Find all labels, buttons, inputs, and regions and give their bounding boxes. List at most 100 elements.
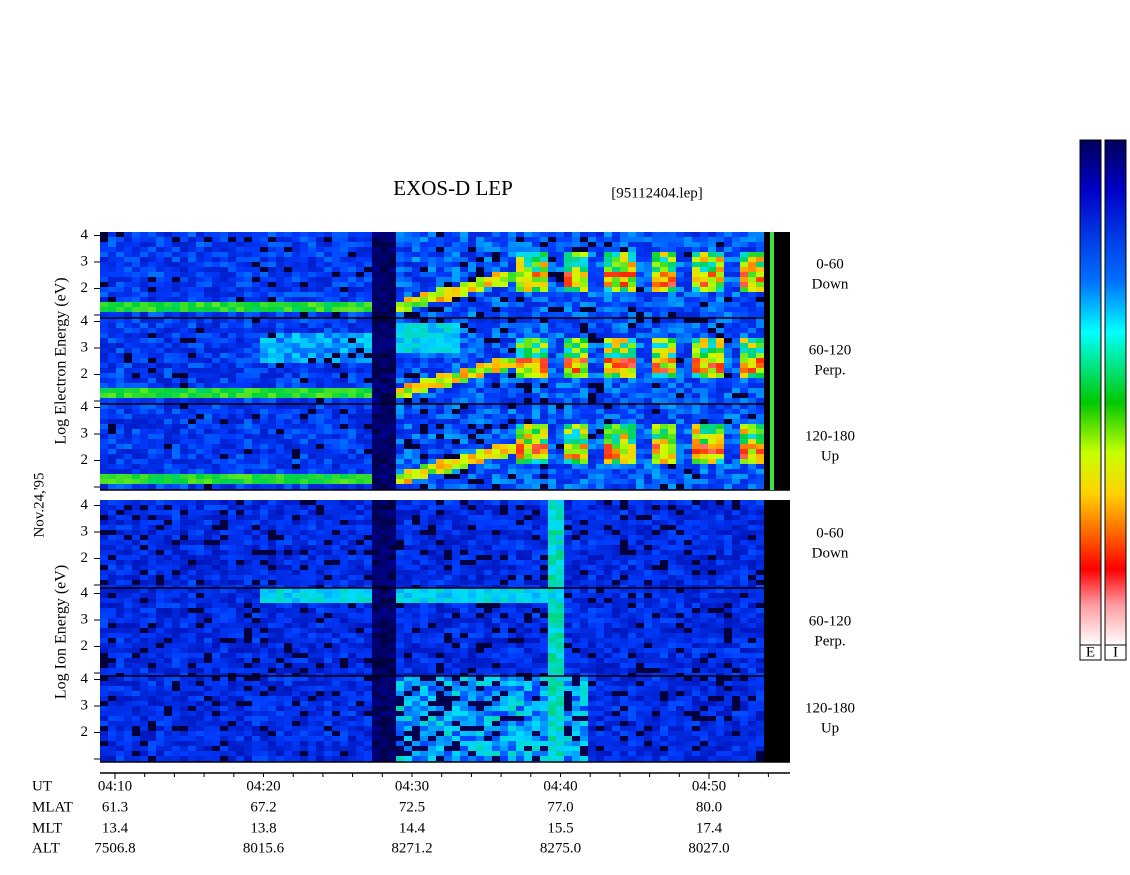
- spectrogram-cell: [516, 348, 524, 353]
- spectrogram-cell: [444, 474, 452, 479]
- spectrogram-cell: [260, 424, 268, 429]
- spectrogram-cell: [124, 580, 132, 585]
- spectrogram-cell: [596, 469, 604, 474]
- spectrogram-cell: [372, 469, 380, 474]
- spectrogram-cell: [412, 262, 420, 267]
- spectrogram-cell: [140, 454, 148, 459]
- spectrogram-cell: [204, 424, 212, 429]
- spectrogram-cell: [348, 424, 356, 429]
- spectrogram-cell: [532, 343, 540, 348]
- spectrogram-cell: [380, 393, 388, 398]
- spectrogram-cell: [620, 348, 628, 353]
- spectrogram-cell: [132, 388, 140, 393]
- spectrogram-cell: [556, 444, 564, 449]
- spectrogram-cell: [492, 242, 500, 247]
- date: Nov.24,'95: [31, 472, 47, 537]
- spectrogram-cell: [548, 439, 556, 444]
- spectrogram-cell: [764, 232, 772, 237]
- spectrogram-cell: [252, 353, 260, 358]
- spectrogram-cell: [124, 459, 132, 464]
- spectrogram-cell: [556, 252, 564, 257]
- spectrogram-cell: [724, 434, 732, 439]
- spectrogram-cell: [348, 333, 356, 338]
- spectrogram-cell: [508, 247, 516, 252]
- spectrogram-cell: [220, 368, 228, 373]
- spectrogram-cell: [676, 277, 684, 282]
- spectrogram-cell: [620, 434, 628, 439]
- spectrogram-cell: [164, 434, 172, 439]
- spectrogram-cell: [340, 484, 348, 489]
- spectrogram-cell: [668, 373, 676, 378]
- spectrogram-cell: [300, 469, 308, 474]
- spectrogram-cell: [188, 318, 196, 323]
- spectrogram-cell: [460, 454, 468, 459]
- spectrogram-cell: [140, 449, 148, 454]
- spectrogram-cell: [188, 454, 196, 459]
- spectrogram-cell: [436, 419, 444, 424]
- spectrogram-cell: [676, 247, 684, 252]
- spectrogram-cell: [756, 247, 764, 252]
- spectrogram-cell: [556, 459, 564, 464]
- spectrogram-cell: [596, 307, 604, 312]
- spectrogram-cell: [356, 414, 364, 419]
- spectrogram-cell: [428, 343, 436, 348]
- spectrogram-cell: [332, 479, 340, 484]
- spectrogram-cell: [108, 550, 116, 555]
- spectrogram-cell: [724, 287, 732, 292]
- spectrogram-cell: [476, 247, 484, 252]
- spectrogram-cell: [140, 540, 148, 545]
- spectrogram-cell: [668, 318, 676, 323]
- spectrogram-cell: [620, 237, 628, 242]
- spectrogram-cell: [668, 333, 676, 338]
- spectrogram-cell: [524, 363, 532, 368]
- spectrogram-cell: [324, 267, 332, 272]
- spectrogram-cell: [180, 434, 188, 439]
- spectrogram-cell: [580, 323, 588, 328]
- spectrogram-cell: [700, 318, 708, 323]
- spectrogram-cell: [228, 414, 236, 419]
- spectrogram-cell: [660, 414, 668, 419]
- spectrogram-cell: [180, 277, 188, 282]
- spectrogram-cell: [460, 297, 468, 302]
- spectrogram-cell: [364, 272, 372, 277]
- spectrogram-cell: [700, 282, 708, 287]
- spectrogram-cell: [532, 348, 540, 353]
- spectrogram-cell: [124, 252, 132, 257]
- spectrogram-cell: [284, 267, 292, 272]
- spectrogram-cell: [436, 383, 444, 388]
- spectrogram-cell: [132, 515, 140, 520]
- spectrogram-cell: [660, 378, 668, 383]
- spectrogram-cell: [404, 449, 412, 454]
- spectrogram-cell: [436, 454, 444, 459]
- spectrogram-cell: [100, 434, 108, 439]
- spectrogram-cell: [380, 424, 388, 429]
- spectrogram-cell: [220, 277, 228, 282]
- spectrogram-cell: [308, 267, 316, 272]
- spectrogram-cell: [724, 328, 732, 333]
- spectrogram-cell: [724, 459, 732, 464]
- spectrogram-cell: [516, 277, 524, 282]
- spectrogram-cell: [140, 444, 148, 449]
- spectrogram-cell: [172, 444, 180, 449]
- spectrogram-cell: [668, 414, 676, 419]
- spectrogram-cell: [260, 232, 268, 237]
- spectrogram-cell: [636, 292, 644, 297]
- spectrogram-cell: [452, 358, 460, 363]
- spectrogram-cell: [364, 323, 372, 328]
- spectrogram-cell: [148, 277, 156, 282]
- spectrogram-cell: [100, 368, 108, 373]
- spectrogram-cell: [412, 257, 420, 262]
- spectrogram-cell: [780, 368, 788, 373]
- spectrogram-cell: [132, 500, 140, 505]
- spectrogram-cell: [244, 484, 252, 489]
- spectrogram-cell: [772, 464, 780, 469]
- spectrogram-cell: [524, 353, 532, 358]
- spectrogram-cell: [196, 277, 204, 282]
- spectrogram-cell: [100, 474, 108, 479]
- spectrogram-cell: [732, 287, 740, 292]
- spectrogram-cell: [276, 282, 284, 287]
- spectrogram-cell: [204, 444, 212, 449]
- spectrogram-cell: [332, 277, 340, 282]
- spectrogram-cell: [620, 368, 628, 373]
- spectrogram-cell: [596, 272, 604, 277]
